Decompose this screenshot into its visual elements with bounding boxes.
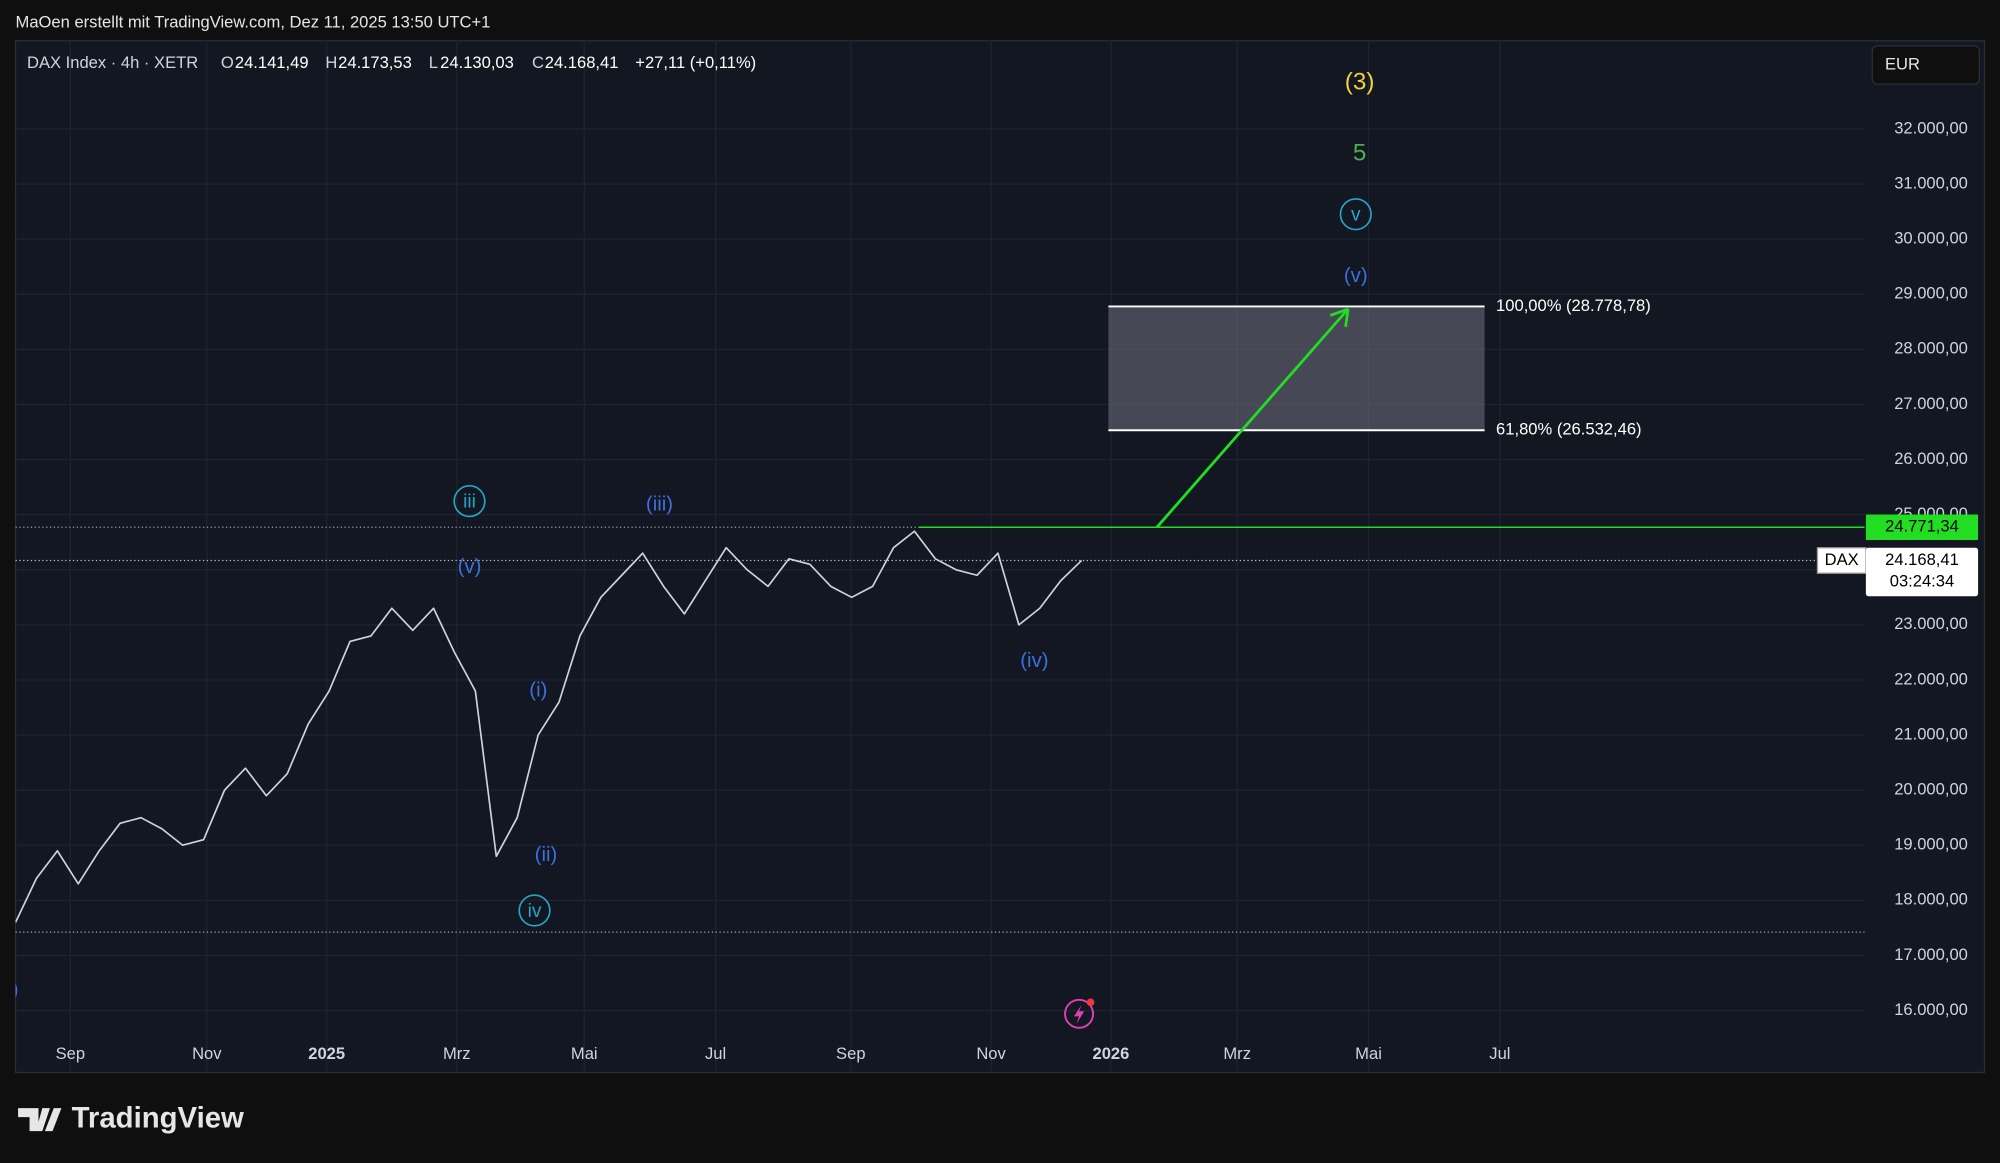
fib-level-label: 100,00% (28.778,78) — [1496, 296, 1651, 315]
currency-label[interactable]: EUR — [1885, 54, 1920, 73]
brand-name: TradingView — [72, 1101, 244, 1134]
ohlc-key: O — [221, 53, 234, 72]
wave-label: (3) — [1345, 68, 1375, 95]
fib-level-label: 61,80% (26.532,46) — [1496, 420, 1642, 439]
x-tick-label: Mrz — [443, 1044, 471, 1063]
logo-mark — [18, 1108, 62, 1132]
y-tick-label: 20.000,00 — [1894, 780, 1968, 799]
wave-label: 5 — [1353, 140, 1366, 167]
ohlc-key: C — [532, 53, 544, 72]
y-tick-label: 18.000,00 — [1894, 890, 1968, 909]
lightning-icon[interactable] — [1064, 998, 1095, 1029]
y-tick-label: 31.000,00 — [1894, 173, 1968, 192]
x-tick-label: Nov — [976, 1044, 1006, 1063]
wave-label: (iv) — [1020, 650, 1048, 672]
x-tick-label: Mai — [1355, 1044, 1382, 1063]
chart-panel — [14, 40, 1986, 1074]
x-tick-label: Sep — [836, 1044, 865, 1063]
wave-label: v — [1351, 205, 1361, 226]
wave-label: (v) — [458, 556, 482, 578]
resistance-price-tag — [1865, 514, 1979, 541]
grid — [15, 40, 1865, 1072]
resistance-price-label: 24.771,34 — [1885, 517, 1959, 536]
y-tick-label: 21.000,00 — [1894, 724, 1968, 743]
y-tick-label: 30.000,00 — [1894, 229, 1968, 248]
ohlc-key: L — [429, 53, 438, 72]
wave-label: (v) — [0, 979, 18, 1001]
ohlc-value: 24.168,41 — [545, 53, 619, 72]
legend-header: DAX Index · 4h · XETR O 24.141,49 H 24.1… — [27, 53, 756, 72]
last-price-tag — [1865, 547, 1979, 597]
wave-label: iii — [463, 491, 476, 512]
last-price-label: 24.168,41 — [1885, 550, 1959, 569]
plot: (3) 5 v (v) iii (iii) (v) (i) (ii) iv (iv) (v) — [0, 68, 1865, 1001]
ohlc-change: +27,11 (+0,11%) — [635, 53, 756, 72]
x-tick-label: Mrz — [1223, 1044, 1251, 1063]
ticker-label: DAX — [1825, 550, 1859, 569]
icon-ring[interactable] — [1064, 998, 1095, 1029]
wave-circle — [453, 485, 486, 518]
x-tick-label: Jul — [1489, 1044, 1510, 1063]
x-tick-label: Sep — [56, 1044, 85, 1063]
y-tick-label: 28.000,00 — [1894, 339, 1968, 358]
countdown: 03:24:34 — [1890, 572, 1954, 591]
x-tick-label: Nov — [192, 1044, 222, 1063]
footer-logo: TradingView — [18, 1101, 244, 1134]
y-tick-label: 17.000,00 — [1894, 945, 1968, 964]
ticker-tag — [1816, 547, 1867, 574]
y-tick-label: 32.000,00 — [1894, 118, 1968, 137]
wave-label: (iii) — [646, 493, 673, 515]
wave-circle — [1339, 198, 1372, 231]
x-tick-label: Jul — [705, 1044, 726, 1063]
ohlc-key: H — [325, 53, 337, 72]
y-tick-label: 23.000,00 — [1894, 614, 1968, 633]
wave-label: (ii) — [535, 844, 558, 866]
y-tick-label: 29.000,00 — [1894, 284, 1968, 303]
price-line — [15, 530, 1083, 923]
wave-label: iv — [528, 901, 542, 922]
wave-circle — [518, 894, 551, 927]
ohlc-value: 24.141,49 — [235, 53, 309, 72]
wave-label: (v) — [1344, 265, 1368, 287]
x-tick-label: Mai — [571, 1044, 598, 1063]
y-tick-label: 26.000,00 — [1894, 449, 1968, 468]
ohlc-value: 24.130,03 — [440, 53, 514, 72]
x-tick-label: 2025 — [308, 1044, 345, 1063]
wave-label: (i) — [529, 680, 547, 702]
y-tick-label: 27.000,00 — [1894, 394, 1968, 413]
icon-dot[interactable] — [1086, 998, 1095, 1007]
x-tick-label: 2026 — [1093, 1044, 1130, 1063]
y-tick-label: 19.000,00 — [1894, 835, 1968, 854]
ohlc-value: 24.173,53 — [338, 53, 412, 72]
currency-button-bg[interactable] — [1871, 45, 1981, 85]
y-tick-label: 22.000,00 — [1894, 669, 1968, 688]
target-arrow — [1155, 307, 1350, 529]
icon-bolt[interactable] — [1073, 1004, 1085, 1025]
y-tick-label: 16.000,00 — [1894, 1000, 1968, 1019]
author-line: MaOen erstellt mit TradingView.com, Dez … — [16, 12, 491, 31]
currency-button[interactable]: EUR — [1871, 45, 1981, 85]
symbol: DAX Index · 4h · XETR — [27, 53, 198, 72]
